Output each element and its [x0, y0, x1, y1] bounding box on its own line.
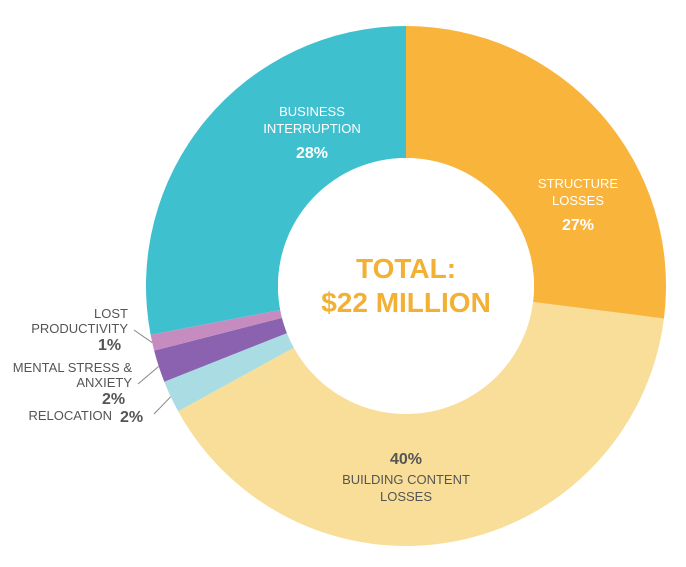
- pie-slice-3: [154, 317, 287, 382]
- slice-label-4-1: PRODUCTIVITY: [31, 321, 128, 336]
- slice-label-5-1: INTERRUPTION: [263, 121, 361, 136]
- slice-pct-5: 28%: [296, 145, 328, 162]
- slice-pct-1: 40%: [390, 451, 422, 468]
- slice-label-0-0: STRUCTURE: [538, 176, 618, 191]
- slice-label-4-0: LOST: [94, 306, 128, 321]
- slice-pct-4: 1%: [98, 337, 121, 354]
- pie-slice-2: [164, 333, 294, 412]
- pie-slice-1: [178, 302, 664, 546]
- slice-label-0-1: LOSSES: [552, 193, 604, 208]
- leader-line-4: [133, 329, 153, 344]
- leader-line-2: [153, 396, 172, 415]
- center-total-value: $22 MILLION: [321, 287, 491, 318]
- pie-slice-4: [150, 309, 283, 351]
- leader-line-3: [137, 365, 160, 385]
- slice-pct-2: 2%: [120, 409, 143, 426]
- slice-label-3-0: MENTAL STRESS &: [13, 360, 133, 375]
- slice-label-1-0: BUILDING CONTENT: [342, 472, 470, 487]
- slice-label-1-1: LOSSES: [380, 489, 432, 504]
- pie-slice-5: [146, 26, 406, 335]
- pie-slice-0: [406, 26, 667, 319]
- slice-label-5-0: BUSINESS: [279, 104, 345, 119]
- donut-hole: [278, 158, 534, 414]
- slice-pct-3: 2%: [102, 391, 125, 408]
- center-total-label: TOTAL:: [356, 253, 456, 284]
- slice-label-2-0: RELOCATION: [28, 408, 112, 423]
- slice-pct-0: 27%: [562, 217, 594, 234]
- slice-label-3-1: ANXIETY: [76, 375, 132, 390]
